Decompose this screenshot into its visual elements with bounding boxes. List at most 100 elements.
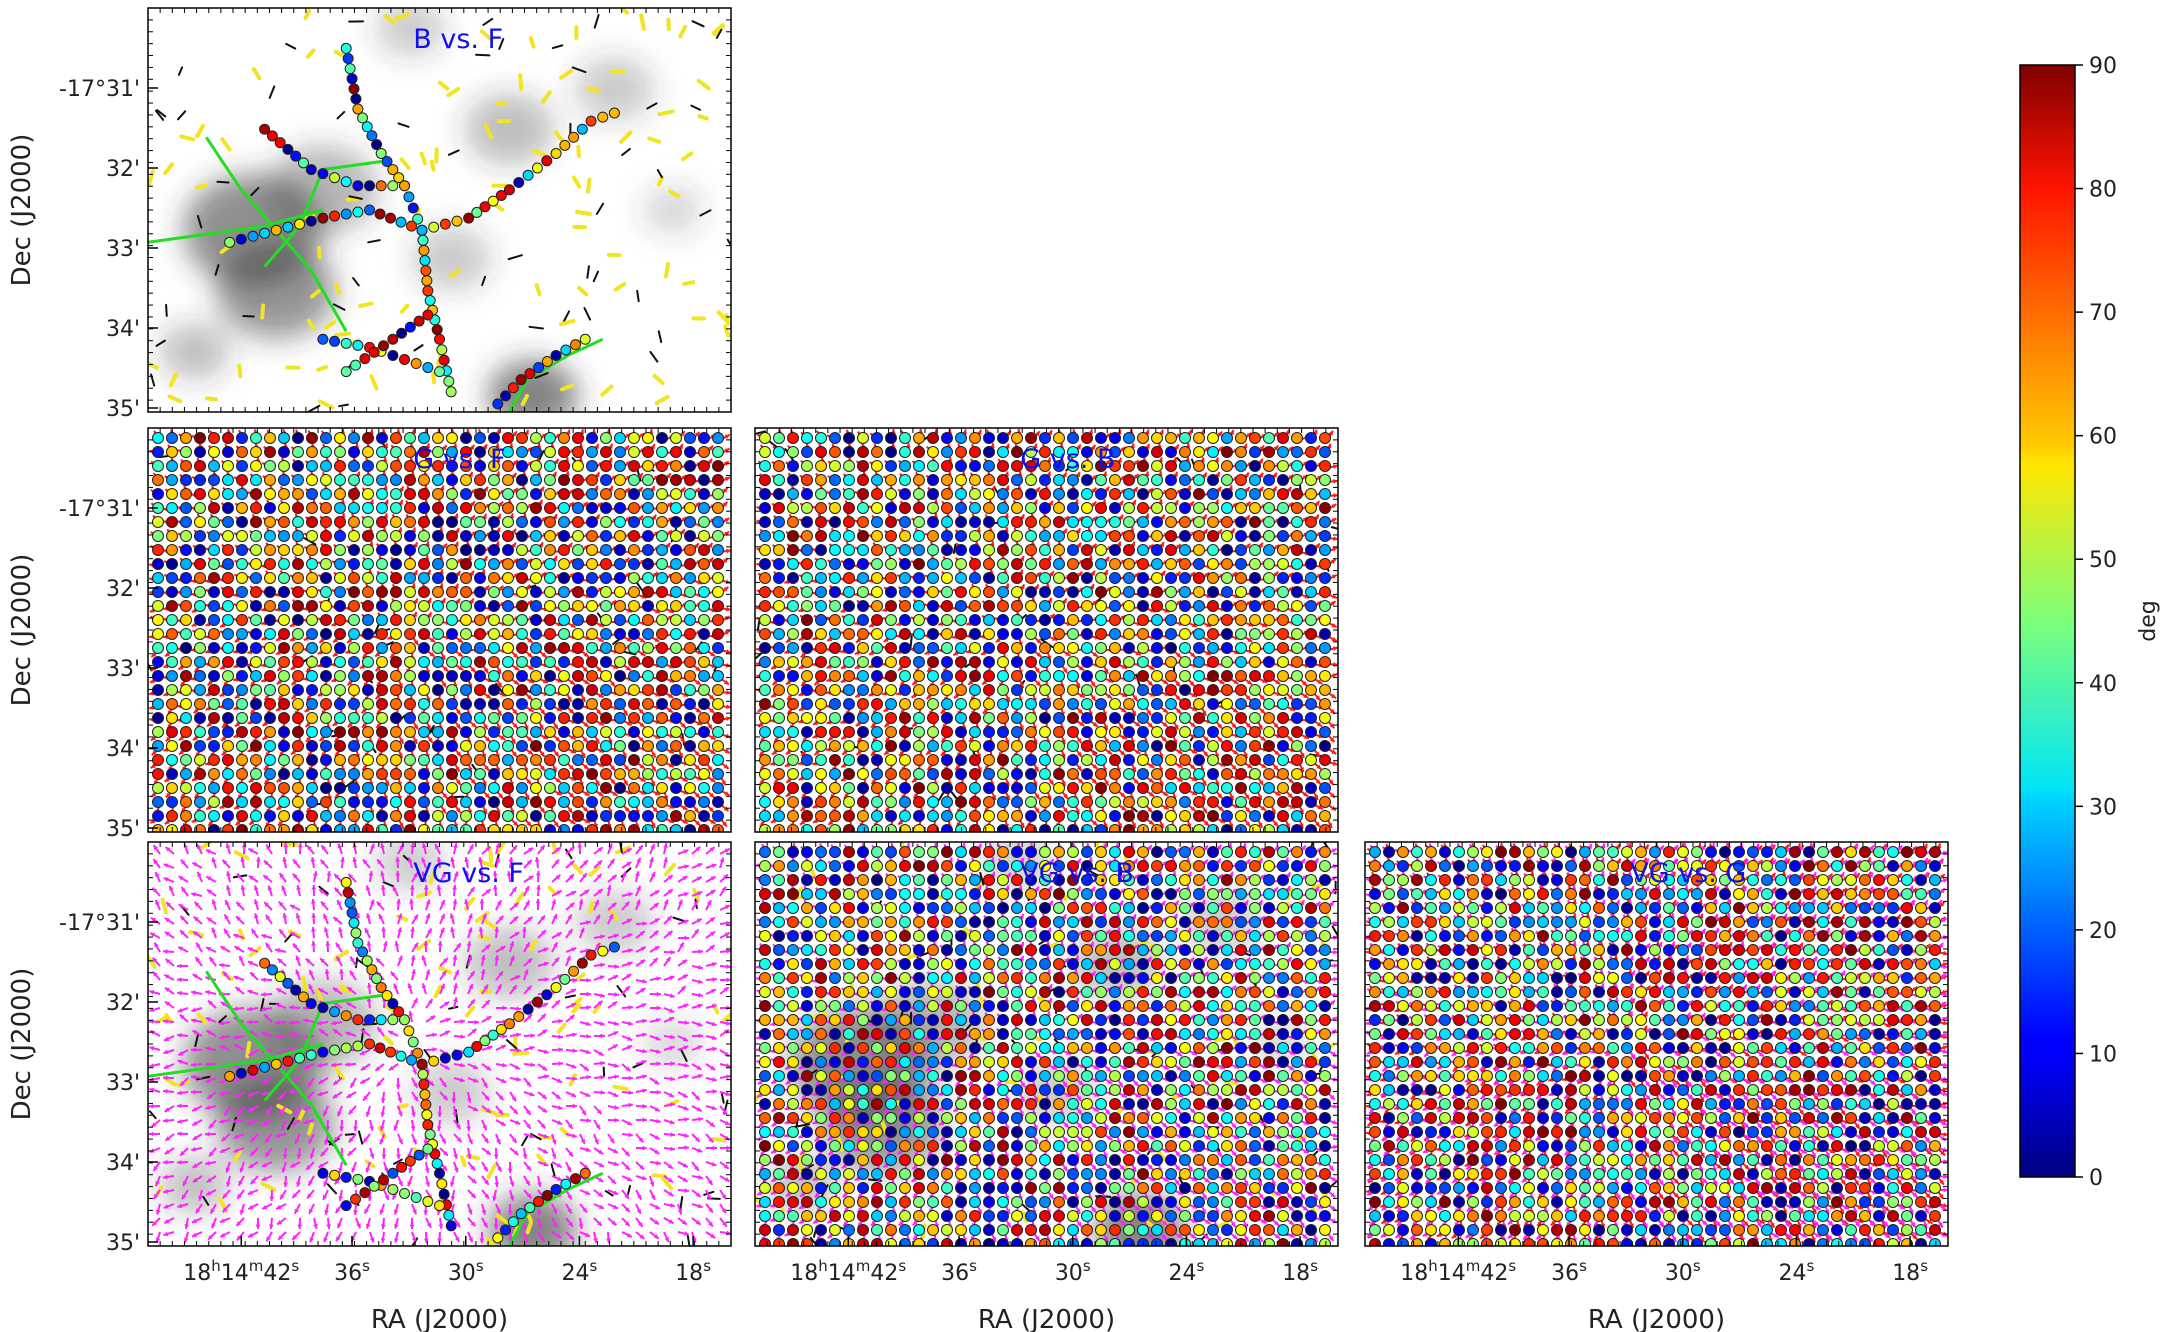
angle-marker <box>306 754 318 766</box>
angle-marker <box>387 164 399 176</box>
angle-marker <box>418 656 430 668</box>
y-axis-label: Dec (J2000) <box>7 134 37 287</box>
gradient-arrow-head <box>151 735 156 741</box>
angle-marker <box>292 726 304 738</box>
angle-marker <box>585 115 597 127</box>
angle-marker <box>446 600 458 612</box>
angle-marker <box>698 810 710 822</box>
gradient-arrow-head <box>680 723 686 728</box>
angle-marker <box>698 544 710 556</box>
angle-marker <box>656 684 668 696</box>
angle-marker <box>656 432 668 444</box>
angle-marker <box>292 810 304 822</box>
angle-marker <box>264 656 276 668</box>
polarization-segment <box>251 67 262 81</box>
angle-marker <box>236 670 248 682</box>
angle-marker <box>306 530 318 542</box>
angle-marker <box>390 768 402 780</box>
angle-marker <box>586 754 598 766</box>
gradient-arrow-head <box>1133 487 1138 493</box>
angle-marker <box>684 516 696 528</box>
polarization-segment <box>682 280 696 287</box>
angle-marker <box>614 600 626 612</box>
angle-marker <box>362 446 374 458</box>
angle-marker <box>488 628 500 640</box>
angle-marker <box>600 628 612 640</box>
gradient-arrow-head <box>303 636 309 641</box>
angle-marker <box>558 474 570 486</box>
angle-marker <box>516 628 528 640</box>
angle-marker <box>628 516 640 528</box>
angle-marker <box>502 614 514 626</box>
angle-marker <box>334 446 346 458</box>
angle-marker <box>432 460 444 472</box>
gradient-arrow-head <box>180 793 186 799</box>
angle-marker <box>656 614 668 626</box>
angle-marker <box>334 572 346 584</box>
gradient-arrow-head <box>708 557 714 563</box>
angle-marker <box>460 670 472 682</box>
angle-marker <box>432 432 444 444</box>
angle-marker <box>642 432 654 444</box>
angle-marker <box>306 614 318 626</box>
angle-marker <box>432 572 444 584</box>
angle-marker <box>320 670 332 682</box>
y-tick-label: 33' <box>106 657 140 682</box>
angle-marker <box>516 824 528 832</box>
angle-marker <box>558 810 570 822</box>
angle-marker <box>600 446 612 458</box>
polarization-segment <box>715 28 723 39</box>
angle-marker <box>530 740 542 752</box>
angle-marker <box>670 698 682 710</box>
angle-marker <box>460 754 472 766</box>
angle-marker <box>488 502 500 514</box>
angle-marker <box>222 446 234 458</box>
angle-marker <box>712 712 724 724</box>
angle-marker <box>236 446 248 458</box>
gradient-arrow-head <box>511 528 517 534</box>
angle-marker <box>628 670 640 682</box>
angle-marker <box>208 600 220 612</box>
angle-marker <box>572 474 584 486</box>
gradient-arrow-head <box>583 722 589 727</box>
angle-marker <box>152 628 164 640</box>
gradient-arrow-head <box>443 666 449 672</box>
polarization-segment <box>268 85 276 99</box>
angle-marker <box>698 642 710 654</box>
gradient-arrow-head <box>454 583 459 589</box>
angle-marker <box>208 796 220 808</box>
y-tick-label: 35' <box>106 817 140 842</box>
angle-marker <box>432 628 444 640</box>
y-tick-label: 35' <box>106 397 140 422</box>
angle-marker <box>264 600 276 612</box>
gradient-arrow-head <box>722 487 728 493</box>
angle-marker <box>404 474 416 486</box>
gradient-arrow-head <box>483 724 488 730</box>
angle-marker <box>446 460 458 472</box>
angle-marker <box>544 768 556 780</box>
angle-marker <box>522 169 534 181</box>
angle-marker <box>152 782 164 794</box>
angle-marker <box>390 614 402 626</box>
gradient-arrow-head <box>235 820 241 826</box>
angle-marker <box>600 768 612 780</box>
angle-marker <box>418 572 430 584</box>
angle-marker <box>474 446 486 458</box>
gradient-arrow-head <box>306 695 312 701</box>
gradient-arrow-head <box>207 680 213 686</box>
gradient-arrow-head <box>571 776 577 781</box>
angle-marker <box>600 516 612 528</box>
angle-marker <box>236 796 248 808</box>
angle-marker <box>166 684 178 696</box>
gradient-arrow-head <box>570 623 576 628</box>
angle-marker <box>236 782 248 794</box>
angle-marker <box>586 782 598 794</box>
angle-marker <box>642 572 654 584</box>
gradient-arrow-head <box>595 514 600 520</box>
angle-marker <box>488 754 500 766</box>
gradient-arrow-head <box>482 781 487 787</box>
gradient-arrow-head <box>554 459 559 465</box>
angle-marker <box>194 474 206 486</box>
angle-marker <box>698 782 710 794</box>
gradient-arrow-head <box>206 735 212 740</box>
